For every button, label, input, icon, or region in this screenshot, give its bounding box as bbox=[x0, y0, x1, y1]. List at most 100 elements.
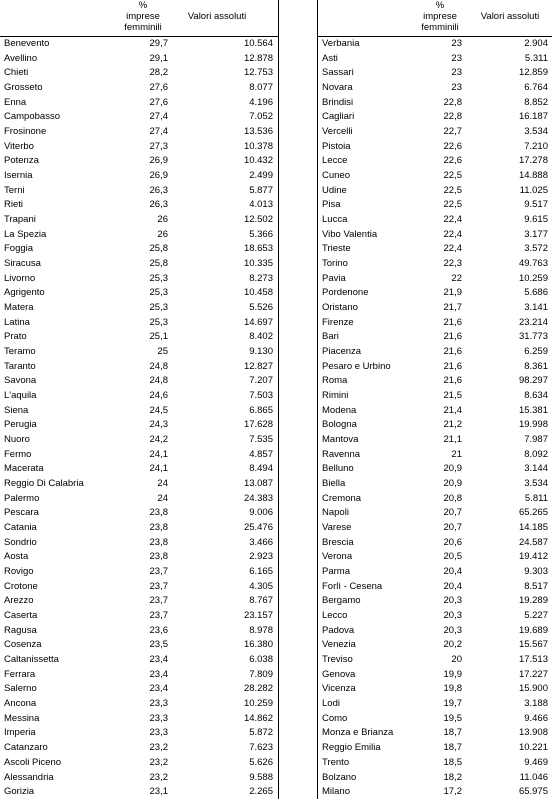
column-header: femminili bbox=[421, 22, 459, 33]
province-name: Lecco bbox=[322, 610, 348, 622]
percent-value: 23 bbox=[451, 67, 462, 79]
province-name: Milano bbox=[322, 786, 350, 798]
percent-value: 20,4 bbox=[443, 580, 463, 592]
percent-value: 18,7 bbox=[443, 742, 463, 754]
percent-value: 20,7 bbox=[443, 522, 463, 534]
percent-value: 23 bbox=[451, 52, 462, 64]
percent-value: 26,3 bbox=[149, 199, 169, 211]
province-name: La Spezia bbox=[4, 228, 47, 240]
percent-value: 23 bbox=[451, 38, 462, 49]
percent-value: 23,7 bbox=[149, 595, 169, 607]
percent-value: 25,3 bbox=[149, 287, 169, 299]
percent-value: 21,7 bbox=[443, 302, 463, 314]
absolute-value: 5.626 bbox=[249, 756, 273, 768]
percent-value: 20,3 bbox=[443, 610, 463, 622]
province-name: Treviso bbox=[322, 654, 353, 666]
absolute-value: 6.865 bbox=[249, 404, 273, 416]
province-name: Udine bbox=[322, 184, 347, 196]
province-name: Pisa bbox=[322, 199, 341, 211]
absolute-value: 23.214 bbox=[518, 316, 548, 328]
province-name: Biella bbox=[322, 478, 346, 490]
province-name: Genova bbox=[322, 668, 356, 680]
absolute-value: 3.534 bbox=[524, 478, 548, 490]
absolute-value: 8.517 bbox=[524, 580, 548, 592]
percent-value: 23 bbox=[451, 82, 462, 93]
absolute-value: 12.827 bbox=[243, 360, 273, 372]
absolute-value: 10.335 bbox=[243, 258, 273, 270]
percent-value: 20,5 bbox=[443, 551, 463, 563]
province-name: Verona bbox=[322, 551, 353, 563]
province-name: Crotone bbox=[4, 580, 38, 592]
absolute-value: 9.517 bbox=[524, 199, 548, 211]
absolute-value: 8.402 bbox=[249, 331, 273, 343]
absolute-value: 9.469 bbox=[524, 756, 548, 768]
percent-value: 22 bbox=[451, 272, 462, 284]
absolute-value: 19.689 bbox=[518, 624, 548, 636]
absolute-value: 9.006 bbox=[249, 507, 273, 519]
province-name: Asti bbox=[322, 52, 338, 64]
percent-value: 27,4 bbox=[149, 126, 169, 138]
absolute-value: 9.588 bbox=[249, 771, 273, 783]
absolute-value: 3.572 bbox=[524, 243, 548, 255]
absolute-value: 5.526 bbox=[249, 302, 273, 314]
absolute-value: 9.615 bbox=[524, 214, 548, 226]
absolute-value: 14.888 bbox=[518, 170, 548, 182]
province-name: Ravenna bbox=[322, 448, 361, 460]
absolute-value: 5.366 bbox=[249, 228, 273, 240]
absolute-value: 2.499 bbox=[249, 170, 273, 182]
province-name: Firenze bbox=[322, 316, 354, 328]
percent-value: 18,2 bbox=[443, 771, 463, 783]
province-name: Potenza bbox=[4, 155, 39, 167]
percent-value: 23,4 bbox=[149, 683, 169, 695]
province-name: Imperia bbox=[4, 727, 36, 739]
percent-value: 17,2 bbox=[443, 786, 463, 798]
absolute-value: 3.534 bbox=[524, 126, 548, 138]
percent-value: 23,3 bbox=[149, 698, 169, 710]
absolute-value: 10.259 bbox=[518, 272, 548, 284]
percent-value: 25,3 bbox=[149, 302, 169, 314]
percent-value: 27,3 bbox=[149, 140, 169, 152]
absolute-value: 8.361 bbox=[524, 360, 548, 372]
percent-value: 19,7 bbox=[443, 698, 463, 710]
absolute-value: 4.196 bbox=[249, 96, 273, 108]
percent-value: 20,6 bbox=[443, 536, 463, 548]
percent-value: 22,4 bbox=[443, 243, 463, 255]
absolute-value: 10.458 bbox=[243, 287, 273, 299]
absolute-value: 12.502 bbox=[243, 214, 273, 226]
absolute-value: 5.311 bbox=[524, 52, 548, 64]
province-name: Belluno bbox=[322, 463, 354, 475]
province-name: Latina bbox=[4, 316, 30, 328]
province-name: Ragusa bbox=[4, 624, 37, 636]
province-name: Perugia bbox=[4, 419, 37, 431]
province-name: Rimini bbox=[322, 390, 349, 402]
percent-value: 23,6 bbox=[149, 624, 169, 636]
absolute-value: 11.025 bbox=[519, 184, 548, 196]
percent-value: 21,6 bbox=[443, 331, 463, 343]
percent-value: 21,6 bbox=[443, 375, 463, 387]
percent-value: 21,5 bbox=[443, 390, 463, 402]
absolute-value: 8.092 bbox=[524, 448, 548, 460]
province-name: Ferrara bbox=[4, 668, 36, 680]
percent-value: 22,5 bbox=[443, 170, 463, 182]
column-header: % bbox=[138, 0, 148, 11]
percent-value: 19,9 bbox=[443, 668, 463, 680]
province-name: Brescia bbox=[322, 536, 354, 548]
percent-value: 22,7 bbox=[443, 126, 463, 138]
percent-value: 23,5 bbox=[149, 639, 169, 651]
absolute-value: 17.628 bbox=[243, 419, 273, 431]
absolute-value: 14.697 bbox=[243, 316, 273, 328]
percent-value: 27,4 bbox=[149, 111, 169, 123]
percent-value: 25,1 bbox=[149, 331, 169, 343]
percent-value: 29,7 bbox=[149, 38, 169, 49]
percent-value: 19,5 bbox=[443, 712, 463, 724]
percent-value: 24,2 bbox=[149, 434, 169, 446]
province-name: Aosta bbox=[4, 551, 29, 563]
percent-value: 29,1 bbox=[149, 52, 169, 64]
absolute-value: 17.278 bbox=[518, 155, 548, 167]
province-name: Caltanissetta bbox=[4, 654, 59, 666]
absolute-value: 28.282 bbox=[243, 683, 273, 695]
percent-value: 23,7 bbox=[149, 610, 169, 622]
province-name: Macerata bbox=[4, 463, 44, 475]
province-name: Savona bbox=[4, 375, 37, 387]
province-name: Rieti bbox=[4, 199, 24, 211]
